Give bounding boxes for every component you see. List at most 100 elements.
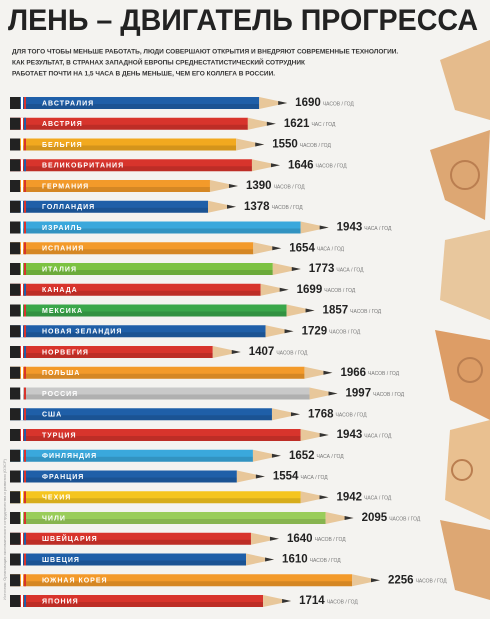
pencil-stripe bbox=[21, 117, 23, 130]
category-label: АВСТРАЛИЯ bbox=[42, 100, 94, 107]
pencil bbox=[10, 346, 241, 358]
pencil-lead bbox=[269, 536, 279, 541]
value-label: 1966 bbox=[340, 367, 366, 379]
pencil-shade bbox=[10, 249, 254, 255]
pencil-body bbox=[10, 449, 253, 462]
pencil-stripe bbox=[21, 532, 23, 545]
pencil-stripe bbox=[21, 387, 23, 400]
pencil-shade bbox=[10, 124, 248, 130]
pencil-cap bbox=[10, 408, 20, 421]
pencil-lead bbox=[290, 412, 300, 417]
pencil-stripe bbox=[21, 449, 23, 462]
pencil bbox=[10, 283, 289, 296]
pencil-stripe bbox=[21, 159, 23, 172]
category-label: ИЗРАИЛЬ bbox=[42, 225, 83, 232]
pencil-shade bbox=[10, 415, 272, 421]
category-label: ЧЕХИЯ bbox=[42, 495, 71, 502]
unit-label: ЧАСОВ / ГОД bbox=[327, 599, 359, 605]
pencil-lead bbox=[272, 246, 282, 251]
pencil-cap bbox=[10, 263, 20, 275]
pencil-shade bbox=[10, 207, 209, 213]
pencil-lead bbox=[231, 350, 241, 354]
pencil bbox=[10, 387, 338, 400]
pencil-wood bbox=[259, 97, 288, 109]
pencil-stripe bbox=[21, 491, 23, 504]
pencil-body bbox=[10, 366, 305, 379]
value-label: 1407 bbox=[249, 346, 275, 358]
pencil-wood bbox=[263, 595, 292, 607]
pencil-lead bbox=[305, 308, 315, 313]
pencil-cap bbox=[10, 574, 20, 587]
unit-label: ЧАСОВ / ГОД bbox=[316, 164, 348, 170]
pencil bbox=[10, 366, 333, 379]
pencil-shade bbox=[10, 166, 252, 172]
value-label: 1857 bbox=[323, 305, 349, 317]
pencil-cap bbox=[10, 138, 20, 151]
pencil-stripe bbox=[21, 221, 23, 234]
pencil-wood bbox=[272, 263, 301, 275]
pencil-lead bbox=[371, 578, 380, 583]
pencil-shade bbox=[10, 581, 352, 587]
value-label: 1699 bbox=[297, 284, 323, 296]
category-label: НОВАЯ ЗЕЛАНДИЯ bbox=[42, 329, 122, 336]
unit-label: ЧАСОВ / ГОД bbox=[315, 537, 347, 543]
pencil-wood bbox=[209, 180, 238, 192]
unit-label: ЧАСОВ / ГОД bbox=[350, 309, 382, 315]
pencil-lead bbox=[319, 225, 329, 230]
pencil-wood bbox=[236, 470, 265, 483]
pencil-cap bbox=[10, 595, 20, 607]
category-label: ВЕЛИКОБРИТАНИЯ bbox=[42, 163, 124, 170]
category-label: ШВЕЙЦАРИЯ bbox=[42, 534, 98, 543]
pencil-shade bbox=[10, 519, 326, 524]
pencil bbox=[10, 470, 265, 483]
pencil-lead bbox=[265, 557, 275, 562]
pencil-cap bbox=[10, 304, 20, 317]
pencil-cap bbox=[10, 449, 20, 462]
category-label: КАНАДА bbox=[42, 287, 78, 294]
unit-label: ЧАСОВ / ГОД bbox=[324, 288, 356, 294]
pencil-body bbox=[10, 491, 301, 504]
pencil-wood bbox=[250, 532, 279, 545]
pencil-stripe bbox=[24, 117, 26, 130]
pencil-body bbox=[10, 346, 213, 358]
pencil-body bbox=[10, 595, 264, 607]
unit-label: ЧАСА / ГОД bbox=[336, 267, 364, 273]
pencil-lead bbox=[228, 184, 238, 188]
category-label: ПОЛЬША bbox=[42, 370, 80, 377]
pencil-cap bbox=[10, 366, 20, 379]
pencil-body bbox=[10, 574, 352, 587]
pencil-body bbox=[10, 117, 248, 130]
category-label: ЧИЛИ bbox=[42, 515, 66, 522]
pencil-shade bbox=[10, 311, 287, 317]
pencil-lead bbox=[266, 121, 276, 126]
pencil-stripe bbox=[24, 574, 26, 587]
pencil-wood bbox=[246, 553, 275, 566]
pencil-cap bbox=[10, 532, 20, 545]
pencil-wood bbox=[265, 325, 294, 338]
pencil-shade bbox=[10, 373, 305, 379]
pencil-cap bbox=[10, 491, 20, 504]
pencil-lead bbox=[255, 142, 265, 147]
category-label: МЕКСИКА bbox=[42, 308, 83, 315]
unit-label: ЧАСА / ГОД bbox=[317, 454, 345, 460]
pencil bbox=[10, 97, 288, 109]
pencil-body bbox=[10, 512, 326, 524]
pencil-lead bbox=[284, 329, 294, 334]
pencil-body bbox=[10, 180, 210, 192]
unit-label: ЧАСА / ГОД bbox=[364, 433, 392, 439]
pencil bbox=[10, 532, 279, 545]
pencil bbox=[10, 304, 315, 317]
pencil-stripe bbox=[24, 221, 26, 234]
category-label: ГЕРМАНИЯ bbox=[42, 183, 89, 190]
pencil-cap bbox=[10, 429, 20, 441]
pencil-lead bbox=[328, 391, 338, 396]
pencil-stripe bbox=[21, 138, 23, 151]
pencil-stripe bbox=[21, 97, 23, 109]
pencil-body bbox=[10, 470, 237, 483]
pencil bbox=[10, 221, 329, 234]
pencil-wood bbox=[300, 429, 329, 441]
value-label: 1997 bbox=[346, 388, 372, 400]
pencil-stripe bbox=[24, 138, 26, 151]
pencil-lead bbox=[227, 204, 237, 209]
